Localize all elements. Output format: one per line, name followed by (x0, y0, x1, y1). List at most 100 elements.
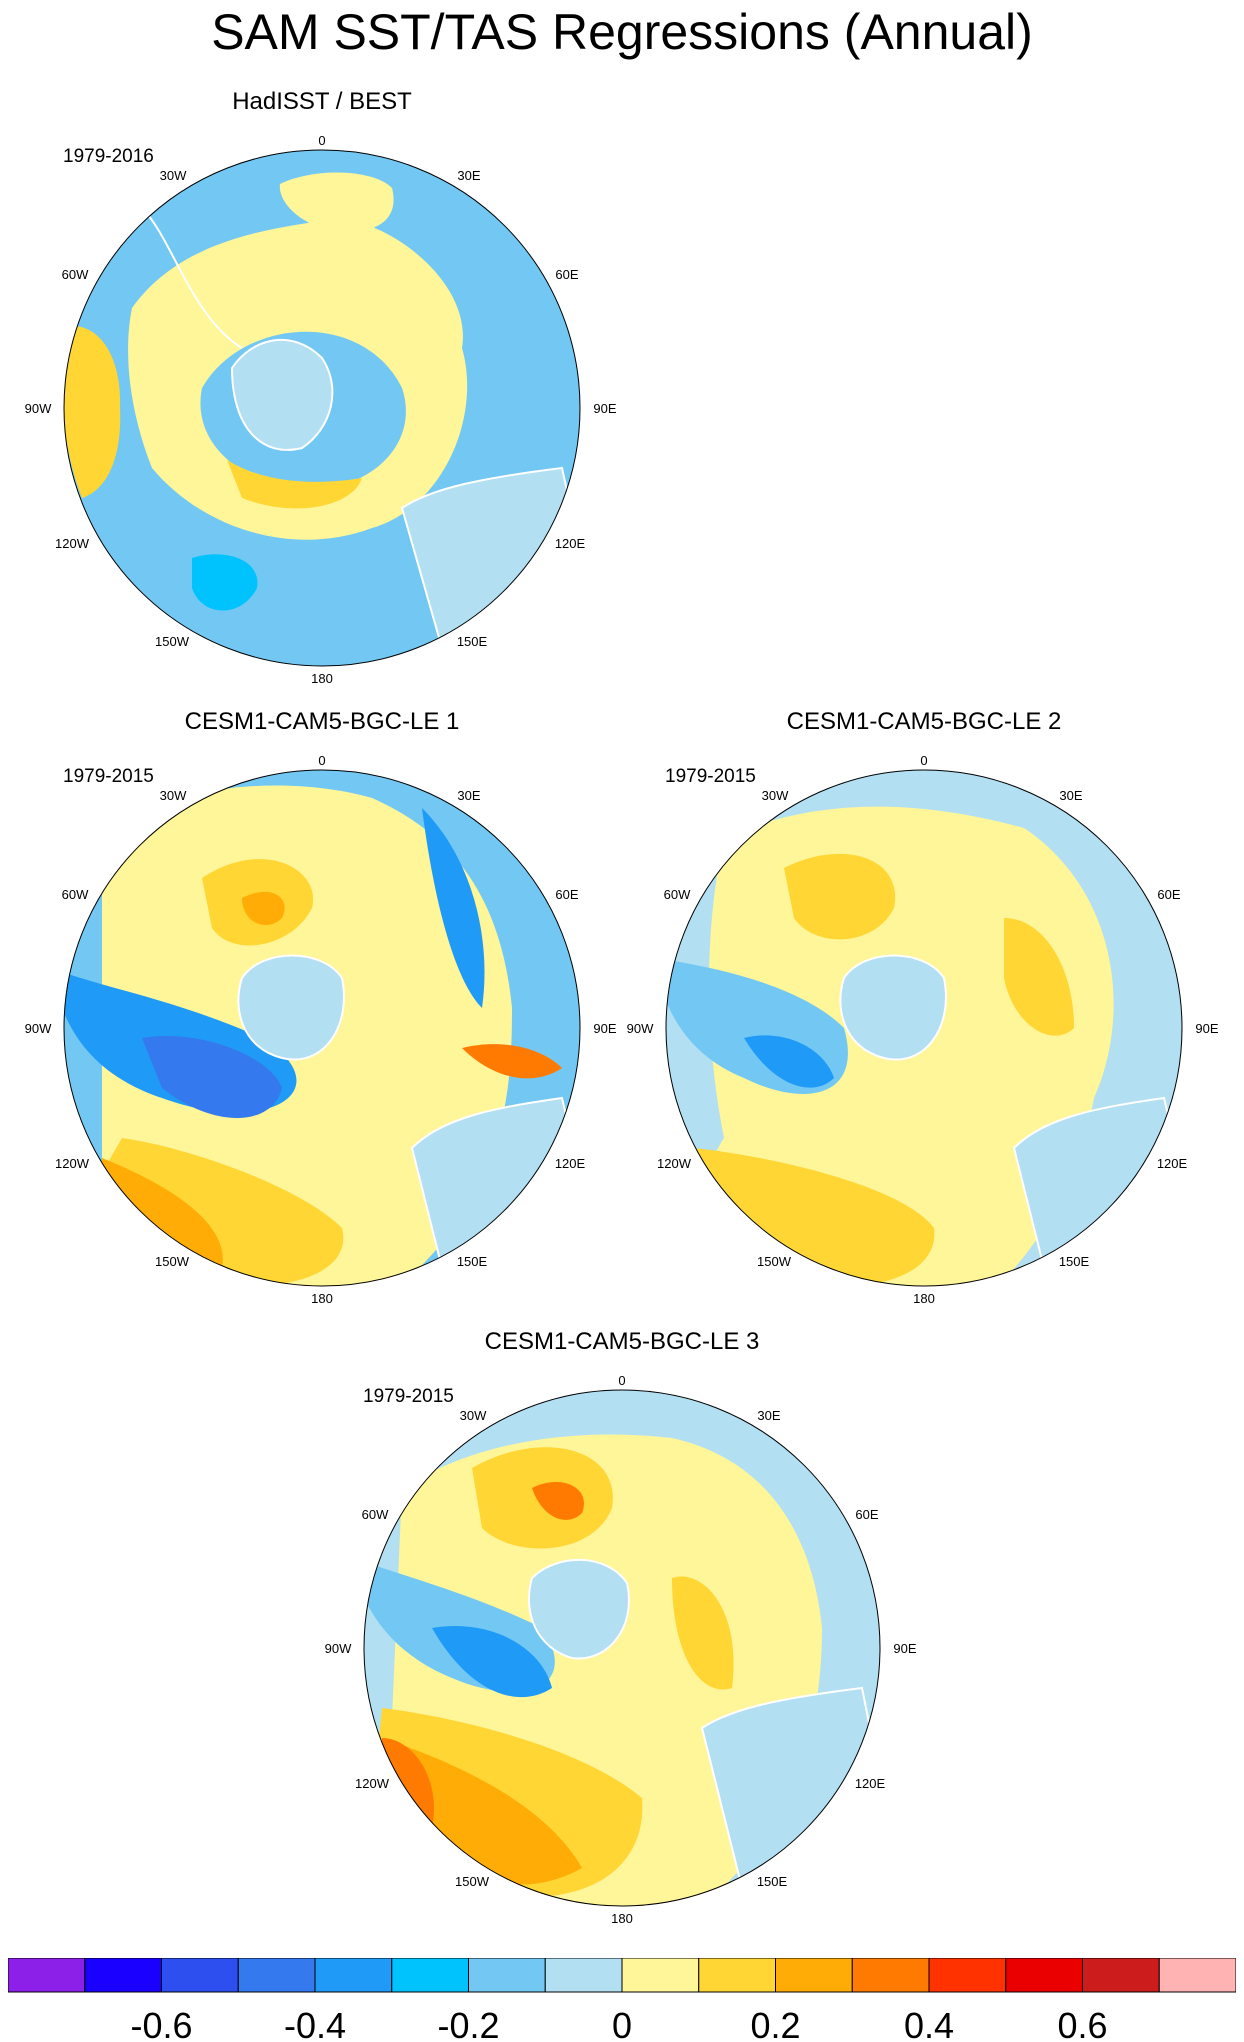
map-panel-le3: CESM1-CAM5-BGC-LE 3 1979-2015 0 30E 60E … (325, 1328, 917, 1928)
colorbar-box (698, 1958, 776, 1993)
colorbar-box (84, 1958, 162, 1993)
colorbar-box (8, 1958, 86, 1993)
anomaly-region (227, 460, 362, 509)
colorbar-tick-label: -0.2 (437, 2005, 499, 2042)
lon-label: 150E (1059, 1254, 1090, 1269)
panel-title: CESM1-CAM5-BGC-LE 1 (184, 708, 460, 735)
anomaly-region (242, 891, 285, 926)
lon-label: 0 (920, 753, 927, 768)
anomaly-region (422, 808, 485, 1008)
lon-label: 0 (318, 753, 325, 768)
anomaly-region (192, 554, 258, 611)
colorbar-tick-label: 0 (612, 2005, 632, 2042)
anomaly-region (64, 326, 121, 498)
lon-label: 90E (593, 401, 616, 416)
lon-label: 90W (25, 1021, 52, 1036)
anomaly-region (382, 1738, 434, 1828)
anomaly-region (382, 1738, 582, 1885)
colorbar-box (314, 1958, 393, 1993)
colorbar-box (1082, 1958, 1160, 1993)
lon-label: 180 (913, 1291, 935, 1306)
lon-label: 90W (325, 1641, 352, 1656)
colorbar-tick-label: 0.6 (1057, 2005, 1107, 2042)
colorbar-tick-label: -0.6 (130, 2005, 192, 2042)
colorbar-tick-label: 0.2 (750, 2005, 800, 2042)
coastline (141, 207, 243, 349)
colorbar-tick-label: -0.4 (284, 2005, 346, 2042)
figure-title: SAM SST/TAS Regressions (Annual) (211, 4, 1033, 60)
colorbar-box (621, 1958, 700, 1993)
period-label: 1979-2015 (63, 766, 154, 787)
anomaly-region (672, 1576, 734, 1690)
lon-label: 60W (62, 267, 89, 282)
colorbar: -0.6 -0.4 -0.2 0 0.2 0.4 0.6 (8, 1958, 1236, 2042)
lon-label: 120E (555, 1156, 586, 1171)
lon-label: 90E (1195, 1021, 1218, 1036)
lon-label: 180 (311, 1291, 333, 1306)
lon-label: 60E (855, 1507, 878, 1522)
lon-label: 30E (457, 168, 480, 183)
anomaly-region (432, 1626, 552, 1698)
lon-label: 0 (618, 1373, 625, 1388)
lon-label: 90E (593, 1021, 616, 1036)
anomaly-region (102, 1158, 223, 1270)
lon-label: 150W (155, 634, 190, 649)
lon-label: 150W (455, 1874, 490, 1889)
period-label: 1979-2015 (665, 766, 756, 787)
lon-label: 60W (664, 887, 691, 902)
anomaly-region (142, 1036, 282, 1118)
lon-label: 150E (457, 634, 488, 649)
lon-label: 30E (1059, 788, 1082, 803)
anomaly-region (462, 1044, 562, 1079)
antarctica-land (230, 339, 334, 451)
colorbar-box (391, 1958, 469, 1993)
colorbar-box (161, 1958, 239, 1993)
anomaly-region (744, 1035, 834, 1088)
lon-label: 120W (55, 1156, 90, 1171)
lon-label: 120W (55, 536, 90, 551)
colorbar-tick-label: 0.4 (904, 2005, 954, 2042)
anomaly-region (784, 853, 896, 940)
anomaly-region (532, 1482, 584, 1520)
lon-label: 150E (457, 1254, 488, 1269)
lon-label: 180 (311, 671, 333, 686)
colorbar-box (544, 1958, 623, 1993)
panel-title: HadISST / BEST (232, 88, 412, 115)
colorbar-box (775, 1958, 853, 1993)
colorbar-box (1005, 1958, 1083, 1993)
polar-map: 0 30E 60E 90E 120E 150E 180 150W 120W 90… (25, 133, 617, 686)
lon-label: 120E (1157, 1156, 1188, 1171)
lon-label: 30E (457, 788, 480, 803)
polar-map: 0 30E 60E 90E 120E 150E 180 150W 120W 90… (325, 1373, 917, 1926)
period-label: 1979-2015 (363, 1386, 454, 1407)
lon-label: 0 (318, 133, 325, 148)
anomaly-region (1004, 918, 1074, 1036)
antarctica-land (237, 954, 345, 1061)
lon-label: 60E (1157, 887, 1180, 902)
antarctica-land (527, 1558, 630, 1660)
lon-label: 30W (160, 788, 187, 803)
colorbar-box (851, 1958, 930, 1993)
lon-label: 30W (460, 1408, 487, 1423)
lon-label: 90E (893, 1641, 916, 1656)
lon-label: 150W (757, 1254, 792, 1269)
map-panel-hadisst: HadISST / BEST 1979-2016 0 30E 60E 90E 1… (25, 88, 617, 688)
lon-label: 120W (355, 1776, 390, 1791)
lon-label: 30W (762, 788, 789, 803)
lon-label: 60W (362, 1507, 389, 1522)
map-panel-le1: CESM1-CAM5-BGC-LE 1 1979-2015 0 30E 60E … (25, 708, 617, 1308)
panel-title: CESM1-CAM5-BGC-LE 2 (786, 708, 1062, 735)
antarctica-land (839, 954, 947, 1061)
lon-label: 90W (25, 401, 52, 416)
colorbar-box (928, 1958, 1007, 1993)
lon-label: 60E (555, 887, 578, 902)
anomaly-region (279, 172, 394, 232)
panel-title: CESM1-CAM5-BGC-LE 3 (484, 1328, 760, 1355)
map-panel-le2: CESM1-CAM5-BGC-LE 2 1979-2015 0 30E 60E … (627, 708, 1219, 1308)
lon-label: 120W (657, 1156, 692, 1171)
colorbar-box (468, 1958, 546, 1993)
lon-label: 30W (160, 168, 187, 183)
lon-label: 60W (62, 887, 89, 902)
lon-label: 150W (155, 1254, 190, 1269)
lon-label: 120E (555, 536, 586, 551)
